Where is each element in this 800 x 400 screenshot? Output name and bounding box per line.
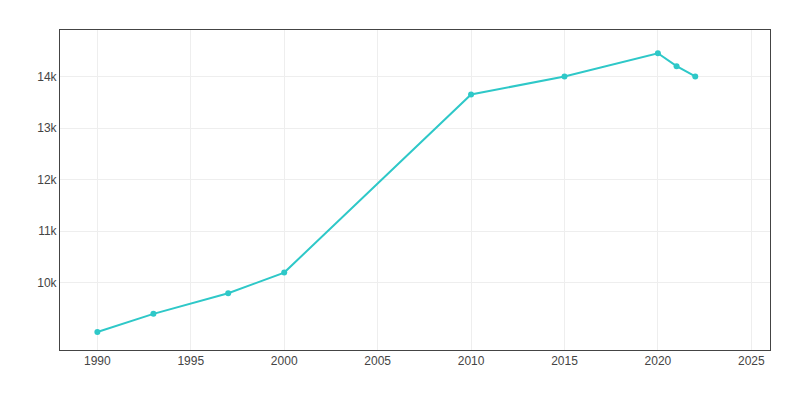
svg-text:2005: 2005 xyxy=(364,354,391,368)
svg-text:2025: 2025 xyxy=(738,354,765,368)
svg-text:14k: 14k xyxy=(37,70,57,84)
svg-text:2000: 2000 xyxy=(271,354,298,368)
svg-text:10k: 10k xyxy=(37,276,57,290)
svg-text:13k: 13k xyxy=(37,121,57,135)
svg-text:2015: 2015 xyxy=(551,354,578,368)
svg-text:12k: 12k xyxy=(37,173,57,187)
svg-text:1995: 1995 xyxy=(177,354,204,368)
svg-text:11k: 11k xyxy=(38,224,57,238)
svg-text:2010: 2010 xyxy=(458,354,485,368)
svg-text:2020: 2020 xyxy=(645,354,672,368)
svg-text:1990: 1990 xyxy=(84,354,111,368)
